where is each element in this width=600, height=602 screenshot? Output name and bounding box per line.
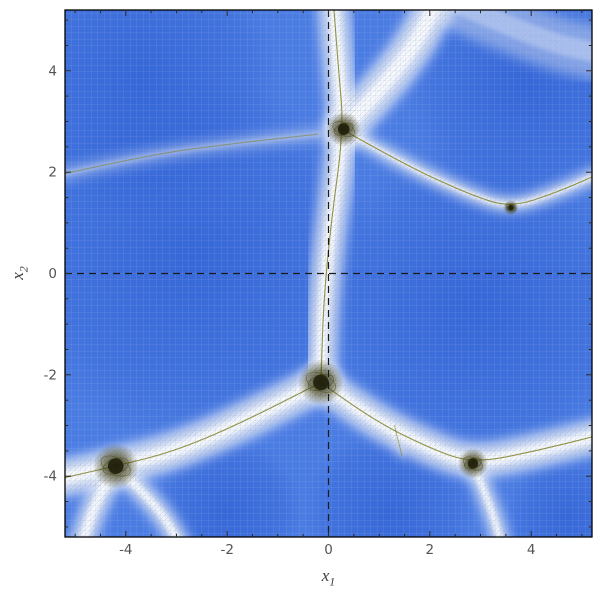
ridge-center-line <box>320 10 343 383</box>
ridge-mesh-texture <box>326 10 451 146</box>
ridge-mesh-texture <box>437 10 592 76</box>
x-tick-label: 4 <box>527 542 536 558</box>
y-tick-label: 0 <box>48 266 57 282</box>
y-axis-label-base: x <box>8 272 27 280</box>
x-tick-label: 0 <box>324 542 333 558</box>
junction-blob <box>326 112 361 147</box>
junction-blob <box>298 359 344 406</box>
y-tick-label: 2 <box>48 165 57 181</box>
ridge-center-line <box>345 131 592 205</box>
y-tick-label: -4 <box>44 469 57 485</box>
x-axis-label-subscript: 1 <box>329 574 336 589</box>
junction-blobs <box>92 112 519 489</box>
junction-blob <box>457 448 489 479</box>
ridge-center-line <box>320 381 592 461</box>
origin-dashed-lines <box>65 10 592 537</box>
ridge-center-line <box>65 133 319 175</box>
x-axis-label-base: x <box>321 566 330 585</box>
y-tick-label: -2 <box>44 367 57 383</box>
junction-blob <box>503 200 519 216</box>
x-axis-label: x1 <box>65 566 592 591</box>
y-axis-label: x2 <box>8 258 31 288</box>
junction-blob <box>92 443 139 489</box>
x-tick-label: -4 <box>119 542 132 558</box>
tick-labels: -4 -4 -2 -2 0 0 2 2 4 4 <box>44 63 536 558</box>
x-tick-label: -2 <box>220 542 233 558</box>
y-axis-label-subscript: 2 <box>16 266 31 273</box>
x-tick-label: 2 <box>426 542 435 558</box>
ridge-center-line <box>393 425 403 457</box>
frame-ticks <box>65 10 592 537</box>
y-tick-label: 4 <box>48 63 57 79</box>
